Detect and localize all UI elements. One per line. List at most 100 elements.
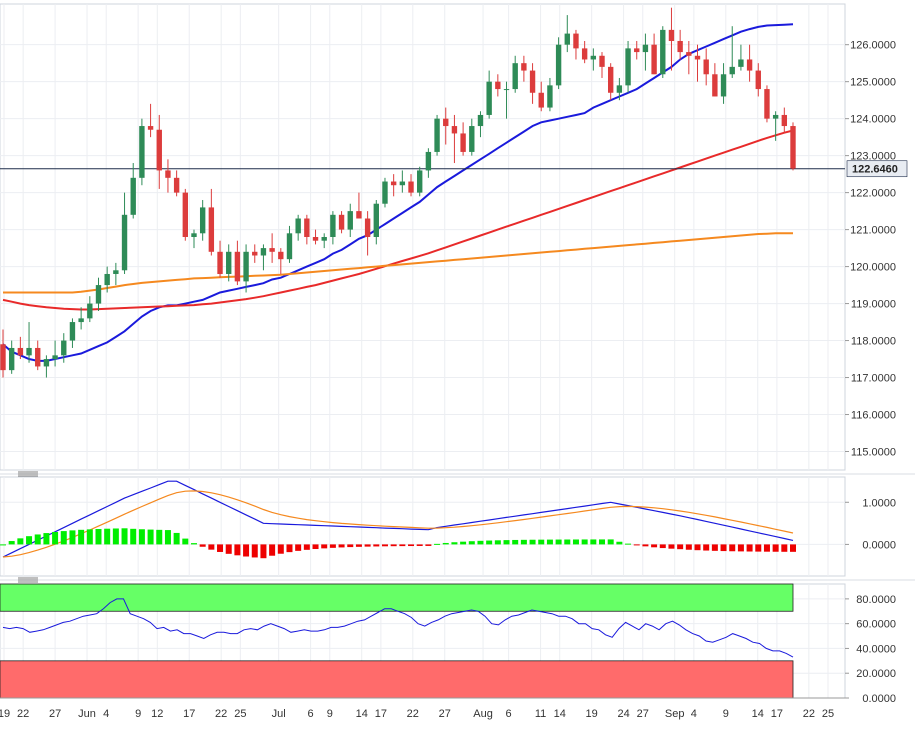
macd-histogram-bar (529, 539, 536, 545)
macd-histogram-bar (0, 544, 6, 546)
x-tick-label: 19 (0, 708, 10, 720)
candle-body (625, 48, 631, 86)
macd-histogram-bar (199, 544, 206, 547)
macd-histogram-bar (746, 544, 753, 552)
candle-body (243, 251, 249, 282)
candle-body (121, 214, 128, 271)
candle-body (555, 44, 562, 86)
macd-histogram-bar (182, 538, 189, 545)
candle-body (260, 248, 267, 256)
candle-body (712, 74, 718, 97)
y-tick-label: 120.0000 (850, 262, 896, 274)
candle-body (529, 70, 536, 93)
macd-histogram-bar (381, 544, 388, 547)
candle-body (226, 251, 232, 274)
candle-body (764, 89, 770, 119)
moving-average-line (2, 129, 794, 311)
candle-body (581, 48, 588, 60)
candle-body (330, 214, 336, 237)
macd-histogram-bar (373, 544, 380, 547)
candle-body (425, 151, 432, 171)
candle-body (634, 48, 640, 53)
x-tick-label: Sep (665, 708, 685, 720)
macd-histogram-bar (703, 544, 710, 551)
y-tick-label: 40.0000 (856, 643, 896, 655)
macd-histogram-bar (286, 544, 293, 553)
macd-histogram-bar (8, 541, 15, 545)
y-tick-label: 116.0000 (851, 410, 896, 422)
macd-histogram-bar (190, 543, 197, 545)
candle-body (347, 211, 353, 230)
candle-body (390, 181, 397, 186)
x-tick-label: 27 (439, 708, 451, 720)
candle-body (338, 214, 345, 230)
macd-histogram-bar (347, 544, 354, 548)
x-tick-label: Jun (78, 708, 96, 720)
y-tick-label: 126.0000 (850, 40, 896, 52)
candle-body (52, 355, 58, 360)
macd-histogram-bar (60, 531, 67, 545)
macd-histogram-bar (173, 532, 180, 545)
macd-histogram-bar (26, 536, 33, 545)
candle-body (165, 170, 171, 178)
macd-histogram-bar (581, 539, 588, 545)
current-price-tag (846, 160, 908, 178)
candle-body (364, 218, 371, 237)
y-tick-label: 123.0000 (850, 151, 896, 163)
candle-body (182, 192, 188, 237)
macd-histogram-bar (34, 534, 41, 545)
macd-histogram-bar (156, 529, 163, 545)
candle-body (668, 29, 675, 41)
y-tick-label: 0.0000 (862, 539, 896, 551)
macd-histogram-bar (78, 529, 85, 545)
candle-body (460, 133, 466, 152)
macd-histogram-bar (694, 544, 701, 551)
y-tick-label: 60.0000 (856, 619, 896, 631)
candle-body (495, 81, 501, 90)
candle-body (590, 55, 597, 60)
x-tick-label: 17 (375, 708, 387, 720)
candle-body (694, 55, 701, 60)
candle-body (616, 85, 623, 93)
y-tick-label: 1.0000 (862, 497, 896, 509)
current-price-label: 122.6460 (852, 164, 898, 176)
candle-body (599, 55, 605, 67)
macd-histogram-bar (147, 529, 154, 545)
candle-body (356, 211, 362, 219)
y-tick-label: 20.0000 (856, 668, 896, 680)
candle-body (538, 92, 544, 108)
macd-histogram-bar (269, 544, 276, 556)
macd-histogram-bar (416, 544, 423, 546)
macd-histogram-bar (460, 541, 467, 545)
macd-histogram-bar (790, 544, 796, 552)
macd-histogram-bar (546, 539, 553, 545)
macd-histogram-bar (408, 544, 415, 547)
candle-body (61, 340, 67, 356)
candle-body (78, 318, 84, 323)
macd-histogram-bar (685, 544, 692, 550)
x-tick-label: 22 (803, 708, 815, 720)
macd-histogram-bar (329, 544, 336, 548)
rsi-zone (0, 660, 794, 699)
x-tick-label: 9 (723, 708, 729, 720)
candle-body (191, 233, 197, 237)
x-tick-label: 19 (586, 708, 598, 720)
macd-histogram-bar (295, 544, 302, 551)
moving-average-line (3, 232, 793, 294)
candle-body (443, 118, 449, 127)
macd-histogram-bar (677, 544, 684, 550)
macd-histogram-bar (399, 544, 406, 547)
candle-body (269, 248, 275, 252)
macd-histogram-bar (277, 544, 284, 554)
y-tick-label: 80.0000 (856, 594, 896, 606)
macd-histogram-bar (251, 544, 258, 558)
candle-body (434, 118, 440, 152)
x-tick-label: 22 (215, 708, 227, 720)
macd-histogram-bar (729, 544, 736, 552)
candle-body (417, 170, 423, 193)
candle-body (503, 89, 510, 91)
macd-histogram-bar (312, 544, 319, 550)
candle-body (113, 270, 119, 274)
macd-histogram-bar (503, 540, 510, 545)
